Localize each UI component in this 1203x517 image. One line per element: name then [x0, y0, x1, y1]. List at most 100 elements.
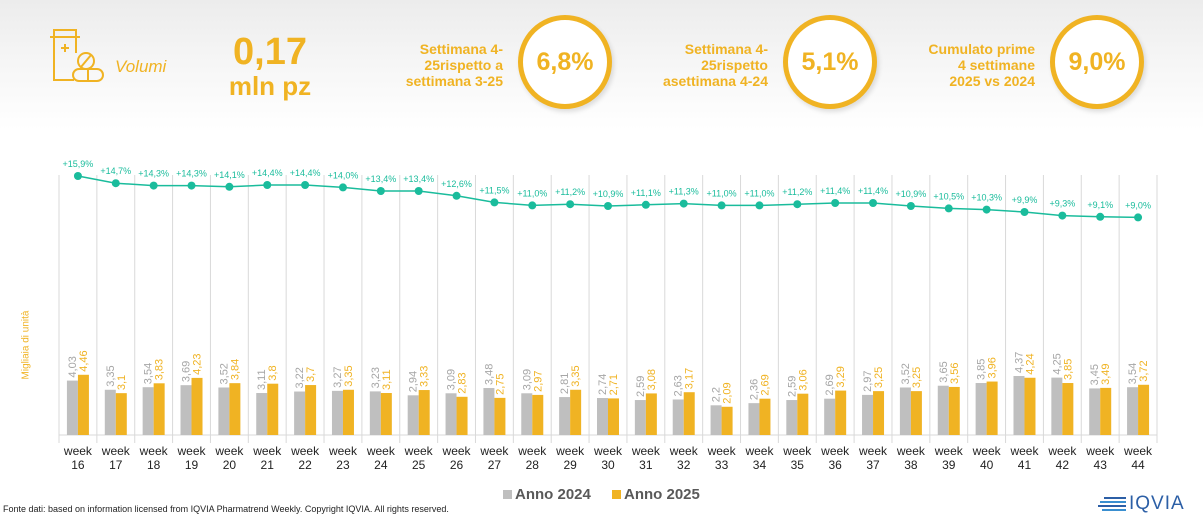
x-tick-label: week 24	[366, 444, 396, 472]
growth-label: +11,0%	[517, 188, 547, 198]
x-tick-label-line2: 30	[601, 458, 615, 472]
growth-label: +11,4%	[858, 186, 888, 196]
bar-label-2024: 2,69	[824, 374, 836, 395]
bar-2024	[180, 385, 192, 435]
x-tick-label: week 34	[744, 444, 774, 472]
legend-label-2024: Anno 2024	[515, 486, 591, 503]
x-tick-label: week 26	[442, 444, 472, 472]
x-tick-label: week 18	[139, 444, 169, 472]
bar-label-2024: 2,94	[408, 371, 420, 392]
bar-2024	[104, 389, 116, 435]
growth-point	[793, 200, 802, 209]
x-tick-label: week 28	[517, 444, 547, 472]
x-tick-label-line1: week	[252, 444, 282, 458]
kpi-label-line: 4 settimane	[957, 57, 1035, 73]
bar-2025	[608, 398, 619, 435]
bar-2024	[142, 387, 154, 435]
x-tick-label-line2: 40	[980, 458, 994, 472]
bar-label-2025: 3,96	[987, 357, 999, 378]
growth-label: +13,4%	[365, 174, 396, 184]
x-tick-label: week 23	[328, 444, 358, 472]
x-tick-label-line2: 44	[1131, 458, 1145, 472]
bar-label-2025: 2,97	[532, 370, 544, 391]
bar-2024	[786, 400, 798, 435]
x-tick-label-line2: 17	[109, 458, 123, 472]
x-tick-label-line1: week	[442, 444, 472, 458]
bar-2024	[937, 385, 949, 435]
bar-label-2025: 3,25	[911, 367, 923, 388]
legend-swatch-2024	[503, 490, 512, 499]
bar-2024	[559, 397, 571, 435]
x-tick-label-line2: 27	[488, 458, 502, 472]
x-tick-label: week 16	[63, 444, 93, 472]
x-tick-label-line2: 23	[336, 458, 350, 472]
bar-2025	[305, 385, 317, 435]
bar-label-2025: 3,8	[267, 365, 279, 380]
x-tick-label: week 38	[896, 444, 926, 472]
bar-label-2025: 4,23	[192, 353, 204, 374]
kpi-label-line: settimana 3-25	[405, 73, 503, 89]
x-tick-label-line1: week	[290, 444, 320, 458]
x-tick-label-line1: week	[972, 444, 1002, 458]
kpi-label-line: asettimana 4-24	[662, 73, 768, 89]
bar-label-2024: 2,74	[597, 374, 609, 395]
weekly-volume-chart: 4,03 4,463,35 3,1 3,54 3,83 3,69 4,23 3,52 3,84 3…	[58, 159, 1158, 472]
x-tick-label-line1: week	[517, 444, 547, 458]
x-tick-label: week 31	[631, 444, 661, 472]
growth-point	[982, 205, 991, 214]
growth-label: +14,4%	[290, 168, 321, 178]
x-tick-label-line2: 35	[791, 458, 805, 472]
x-tick-label-line2: 43	[1094, 458, 1108, 472]
bar-2024	[294, 391, 306, 435]
bar-2024	[1089, 388, 1101, 435]
x-tick-label-line2: 19	[185, 458, 199, 472]
bar-2024	[975, 383, 987, 435]
kpi-label-line: Settimana 4-	[684, 41, 768, 57]
bar-2025	[1100, 387, 1112, 435]
bar-2025	[267, 383, 279, 435]
bar-label-2024: 3,09	[521, 369, 533, 390]
growth-point	[149, 181, 158, 190]
bar-2024	[597, 398, 608, 435]
kpi-label-line: 2025 vs 2024	[949, 73, 1035, 89]
growth-label: +14,1%	[214, 170, 245, 180]
x-tick-label-line1: week	[1047, 444, 1077, 458]
bar-2025	[1024, 377, 1036, 435]
bar-label-2025: 3,84	[229, 359, 241, 380]
x-tick-label-line2: 38	[904, 458, 918, 472]
x-tick-label-line1: week	[63, 444, 93, 458]
bar-label-2025: 3,1	[116, 375, 128, 390]
growth-label: +14,3%	[176, 169, 207, 179]
growth-point	[452, 191, 461, 200]
growth-label: +12,6%	[441, 179, 472, 189]
growth-point	[263, 181, 272, 189]
growth-label: +9,3%	[1049, 199, 1075, 209]
growth-label: +10,3%	[971, 193, 1002, 203]
growth-point	[1020, 208, 1029, 216]
x-tick-label: week 32	[669, 444, 699, 472]
bar-label-2025: 3,08	[646, 369, 658, 390]
bar-2025	[77, 374, 89, 435]
bar-2024	[710, 405, 722, 435]
growth-point	[906, 202, 915, 210]
source-footnote: Fonte dati: based on information license…	[3, 504, 449, 514]
bar-2024	[331, 390, 343, 435]
bar-2024	[824, 398, 836, 435]
total-volume-value: 0,17	[233, 31, 307, 73]
bar-2024	[672, 399, 684, 435]
x-tick-label-line1: week	[820, 444, 850, 458]
growth-point	[111, 179, 120, 188]
bar-2025	[456, 396, 468, 435]
growth-point	[414, 187, 423, 195]
x-tick-label: week 42	[1047, 444, 1077, 472]
x-tick-label-line2: 26	[450, 458, 464, 472]
bar-2025	[986, 381, 998, 435]
iqvia-logo: IQVIA	[1098, 494, 1198, 514]
legend-item-2025: Anno 2025	[612, 486, 700, 503]
bar-label-2025: 3,56	[949, 363, 961, 384]
x-tick-label-line2: 20	[223, 458, 237, 472]
bar-label-2025: 3,35	[570, 365, 582, 386]
growth-label: +9,0%	[1125, 200, 1151, 210]
bar-label-2024: 4,25	[1051, 353, 1063, 374]
bar-label-2025: 3,49	[1100, 363, 1112, 384]
